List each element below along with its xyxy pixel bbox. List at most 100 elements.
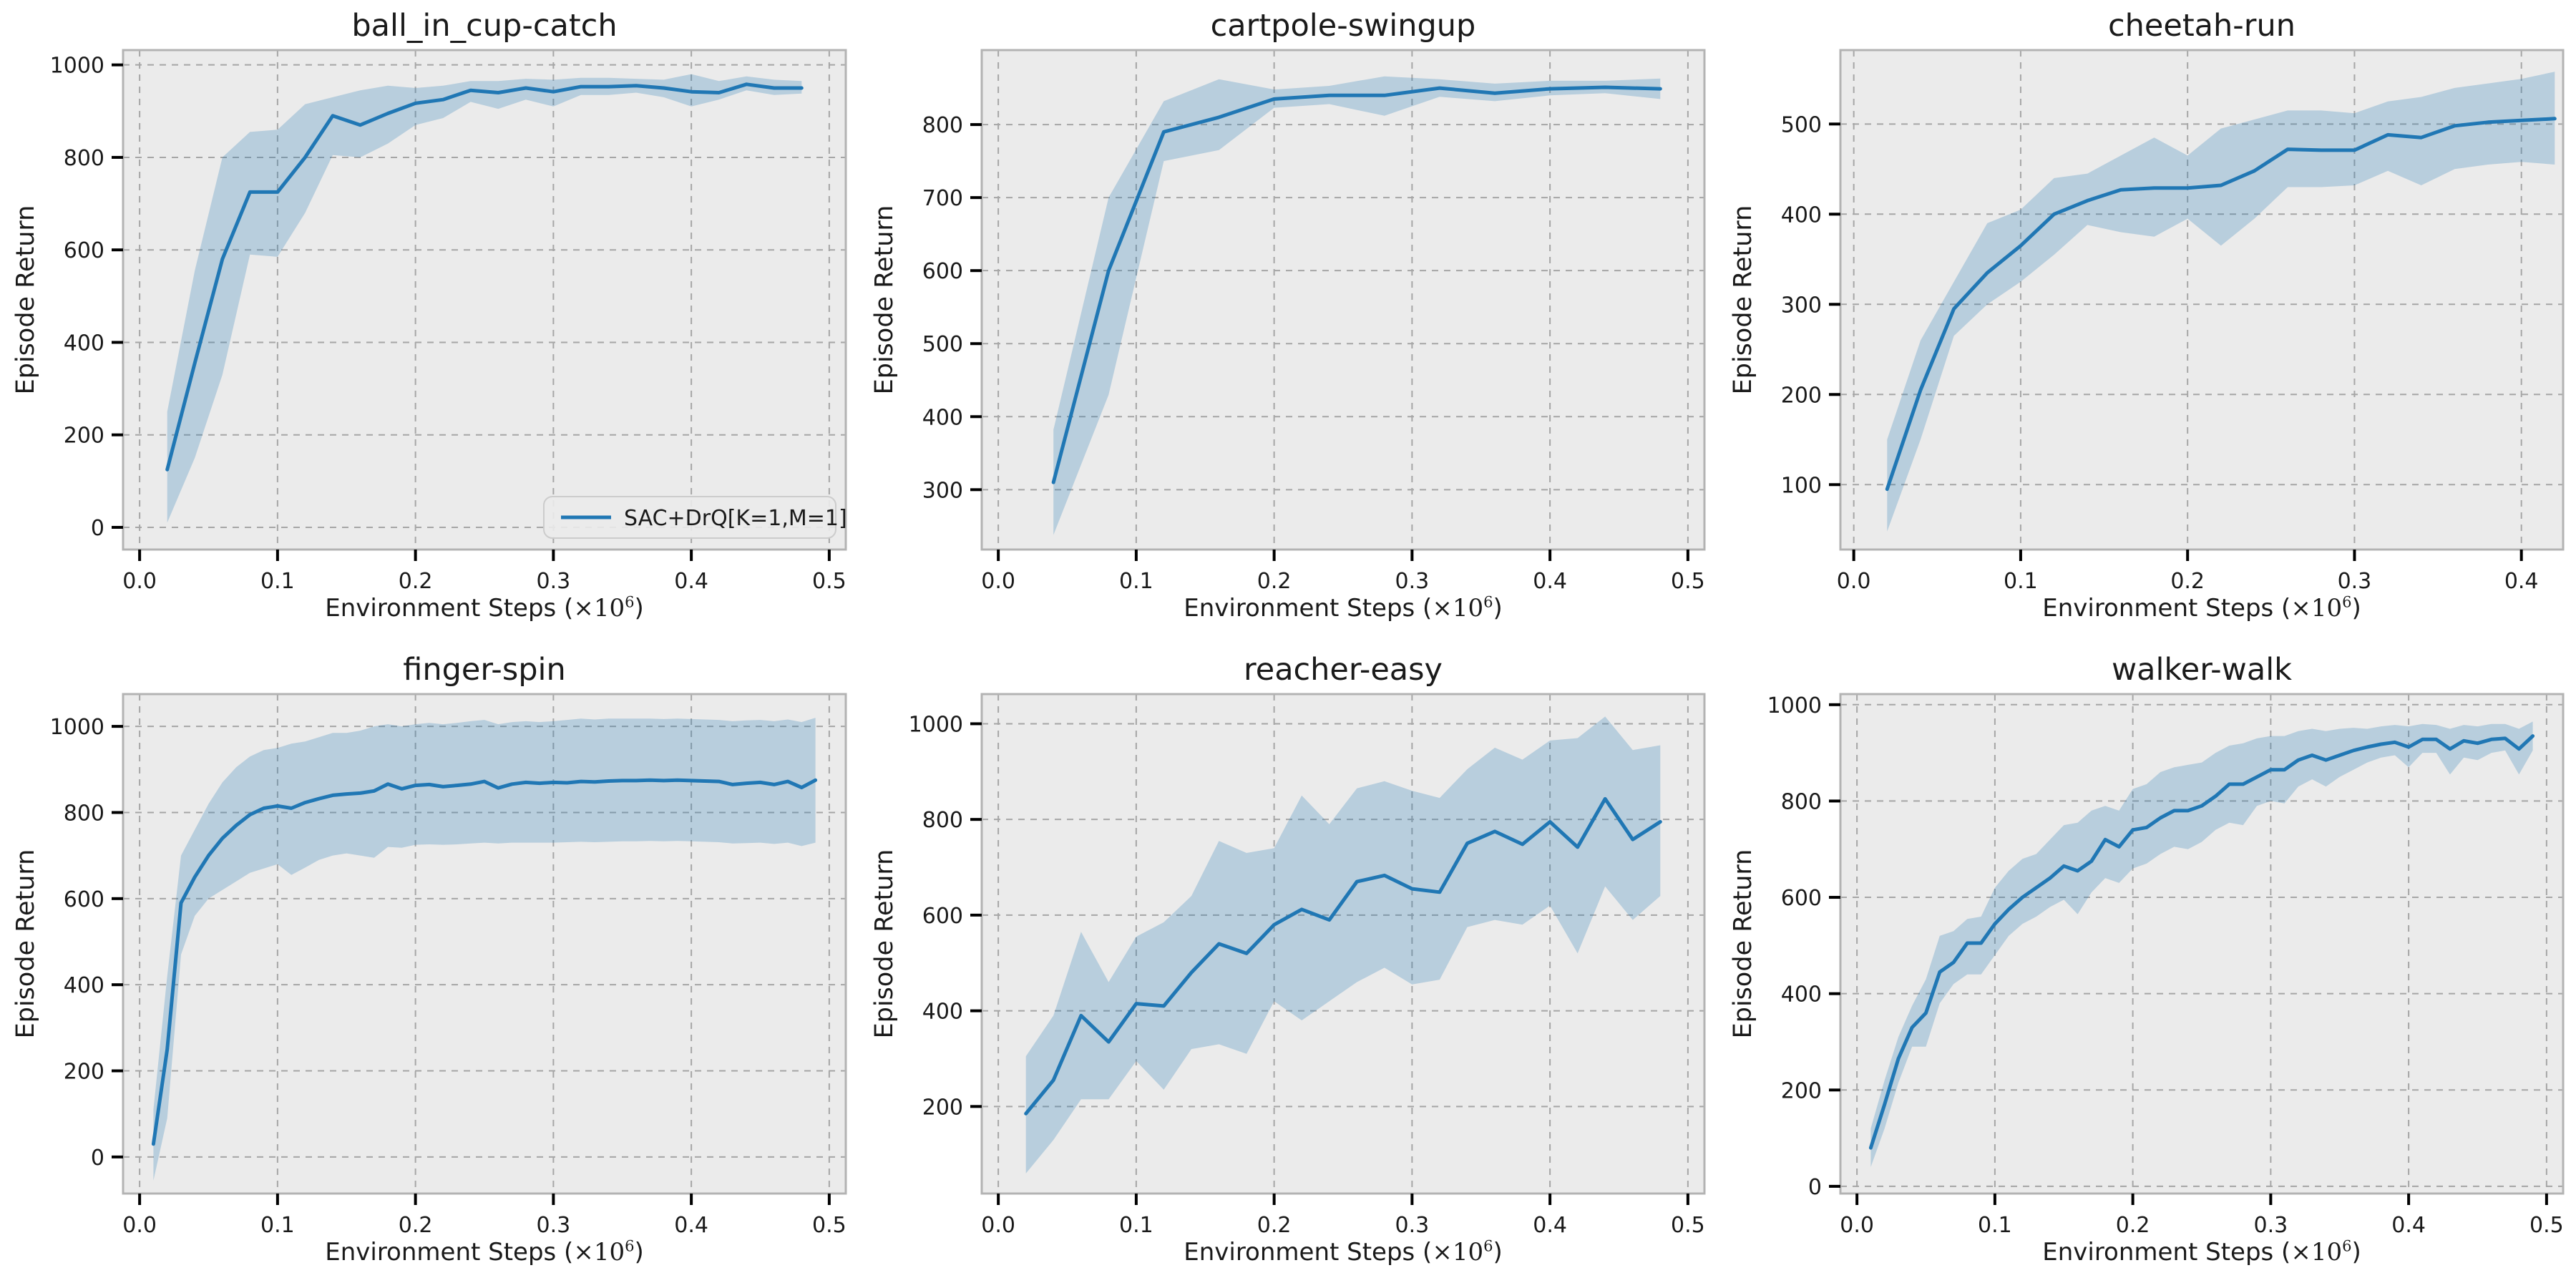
confidence-band xyxy=(1025,716,1661,1174)
y-tick-label: 400 xyxy=(64,331,104,356)
x-axis-label-math: ×106 xyxy=(573,592,635,623)
chart-panel-reacher-easy: 0.0 0.1 0.2 0.3 0.4 0.5 200 400 600 800 1000 reach… xyxy=(859,644,1717,1288)
y-tick-label: 800 xyxy=(1781,789,1822,814)
x-tick-label: 0.1 xyxy=(260,1213,295,1238)
y-tick-label: 200 xyxy=(1781,383,1822,408)
x-axis-label-text: Environment Steps ( xyxy=(325,1238,574,1267)
plot-background xyxy=(123,694,846,1194)
plot-border xyxy=(980,693,1706,1195)
y-tick-label: 500 xyxy=(922,332,963,357)
y-tick-label: 200 xyxy=(1781,1078,1822,1103)
y-tick-label: 700 xyxy=(922,186,963,211)
y-tick-label: 800 xyxy=(922,113,963,138)
y-tick-label: 1000 xyxy=(50,54,104,79)
x-tick-label: 0.3 xyxy=(537,569,571,594)
x-axis-label-math: ×106 xyxy=(1432,592,1493,623)
series-line xyxy=(165,82,804,472)
chart-plot-reacher-easy: 0.0 0.1 0.2 0.3 0.4 0.5 200 400 600 800 1000 xyxy=(909,693,1706,1238)
x-axis-label-math: ×106 xyxy=(2290,1236,2352,1267)
chart-panel-cheetah-run: 0.0 0.1 0.2 0.3 0.4 100 200 300 400 500 cheetah-r… xyxy=(1717,0,2576,644)
chart-plot-finger-spin: 0.0 0.1 0.2 0.3 0.4 0.5 0 200 400 600 800 1000 xyxy=(50,693,847,1238)
y-tick-label: 0 xyxy=(1808,1175,1822,1200)
x-tick-label: 0.4 xyxy=(1533,569,1567,594)
plot-background xyxy=(982,694,1704,1194)
y-tick-label: 1000 xyxy=(50,715,104,740)
x-axis-label-close: ) xyxy=(2351,594,2361,623)
y-tick-label: 600 xyxy=(922,259,963,284)
x-tick-label: 0.1 xyxy=(1978,1213,2012,1238)
plot-border xyxy=(1839,693,2565,1195)
x-tick-label: 0.2 xyxy=(399,569,433,594)
x-axis-label-math: ×106 xyxy=(1432,1236,1493,1267)
y-tick-label: 1000 xyxy=(909,712,963,737)
y-axis-label: Episode Return xyxy=(1729,849,1757,1039)
x-tick-label: 0.4 xyxy=(674,569,708,594)
y-tick-label: 400 xyxy=(922,1000,963,1025)
x-tick-label: 0.1 xyxy=(1119,1213,1153,1238)
chart-title: reacher-easy xyxy=(1244,652,1443,688)
x-axis-label-close: ) xyxy=(1493,594,1503,623)
y-axis-label: Episode Return xyxy=(11,849,40,1039)
y-tick-label: 600 xyxy=(64,238,104,263)
x-axis-label-math: ×106 xyxy=(573,1236,635,1267)
chart-title: ball_in_cup-catch xyxy=(351,8,618,44)
plot-border xyxy=(122,49,847,551)
x-tick-label: 0.5 xyxy=(1671,1213,1705,1238)
y-tick-label: 300 xyxy=(922,478,963,503)
x-tick-label: 0.1 xyxy=(260,569,295,594)
y-tick-label: 200 xyxy=(64,424,104,449)
y-axis-label: Episode Return xyxy=(11,205,40,395)
series-line xyxy=(1024,796,1662,1116)
chart-panel-cartpole-swingup: 0.0 0.1 0.2 0.3 0.4 0.5 300 400 500 600 700 800 car… xyxy=(859,0,1717,644)
x-axis-label-text: Environment Steps ( xyxy=(325,594,574,623)
x-axis-label: Environment Steps (×106) xyxy=(1840,592,2563,624)
plot-border xyxy=(1839,49,2565,551)
x-axis-label: Environment Steps (×106) xyxy=(123,1236,846,1268)
chart-panel-walker-walk: 0.0 0.1 0.2 0.3 0.4 0.5 0 200 400 600 800 1000 walk… xyxy=(1717,644,2576,1288)
x-axis-label-close: ) xyxy=(634,594,644,623)
y-axis-label: Episode Return xyxy=(870,205,899,395)
y-tick-label: 300 xyxy=(1781,293,1822,318)
chart-panel-finger-spin: 0.0 0.1 0.2 0.3 0.4 0.5 0 200 400 600 800 1000 fing… xyxy=(0,644,859,1288)
x-tick-label: 0.2 xyxy=(1257,569,1292,594)
y-tick-label: 800 xyxy=(64,146,104,171)
x-tick-label: 0.0 xyxy=(1840,1213,1874,1238)
x-axis-label: Environment Steps (×106) xyxy=(982,1236,1704,1268)
x-axis-label-math: ×106 xyxy=(2290,592,2352,623)
x-tick-label: 0.5 xyxy=(812,569,847,594)
y-tick-label: 100 xyxy=(1781,473,1822,498)
x-tick-label: 0.0 xyxy=(1837,569,1871,594)
x-axis-label: Environment Steps (×106) xyxy=(1840,1236,2563,1268)
y-tick-label: 800 xyxy=(922,808,963,833)
x-axis-label-close: ) xyxy=(2351,1238,2361,1267)
y-tick-label: 400 xyxy=(1781,203,1822,228)
y-tick-label: 0 xyxy=(91,516,104,541)
y-tick-label: 200 xyxy=(922,1095,963,1120)
chart-plot-cartpole-swingup: 0.0 0.1 0.2 0.3 0.4 0.5 300 400 500 600 700 800 xyxy=(922,49,1706,594)
x-tick-label: 0.3 xyxy=(2338,569,2372,594)
x-axis-label-text: Environment Steps ( xyxy=(1184,1238,1433,1267)
chart-title: finger-spin xyxy=(403,652,566,688)
series-line xyxy=(151,778,818,1146)
x-tick-label: 0.3 xyxy=(537,1213,571,1238)
plot-background xyxy=(1840,694,2563,1194)
y-axis-label: Episode Return xyxy=(870,849,899,1039)
x-tick-label: 0.4 xyxy=(2504,569,2539,594)
legend: SAC+DrQ[K=1,M=1] xyxy=(543,496,847,539)
y-tick-label: 200 xyxy=(64,1060,104,1085)
confidence-band xyxy=(1887,72,2555,532)
x-axis-label-close: ) xyxy=(634,1238,644,1267)
y-tick-label: 500 xyxy=(1781,112,1822,137)
chart-plot-walker-walk: 0.0 0.1 0.2 0.3 0.4 0.5 0 200 400 600 800 1000 xyxy=(1767,693,2565,1238)
x-tick-label: 0.0 xyxy=(122,569,157,594)
confidence-band xyxy=(153,718,816,1181)
series-line xyxy=(1885,117,2557,492)
x-tick-label: 0.4 xyxy=(674,1213,708,1238)
x-axis-label: Environment Steps (×106) xyxy=(982,592,1704,624)
x-tick-label: 0.0 xyxy=(981,569,1015,594)
legend-box xyxy=(543,496,836,539)
x-tick-label: 0.1 xyxy=(1119,569,1153,594)
series-line xyxy=(1868,734,2535,1150)
x-axis-label-close: ) xyxy=(1493,1238,1503,1267)
